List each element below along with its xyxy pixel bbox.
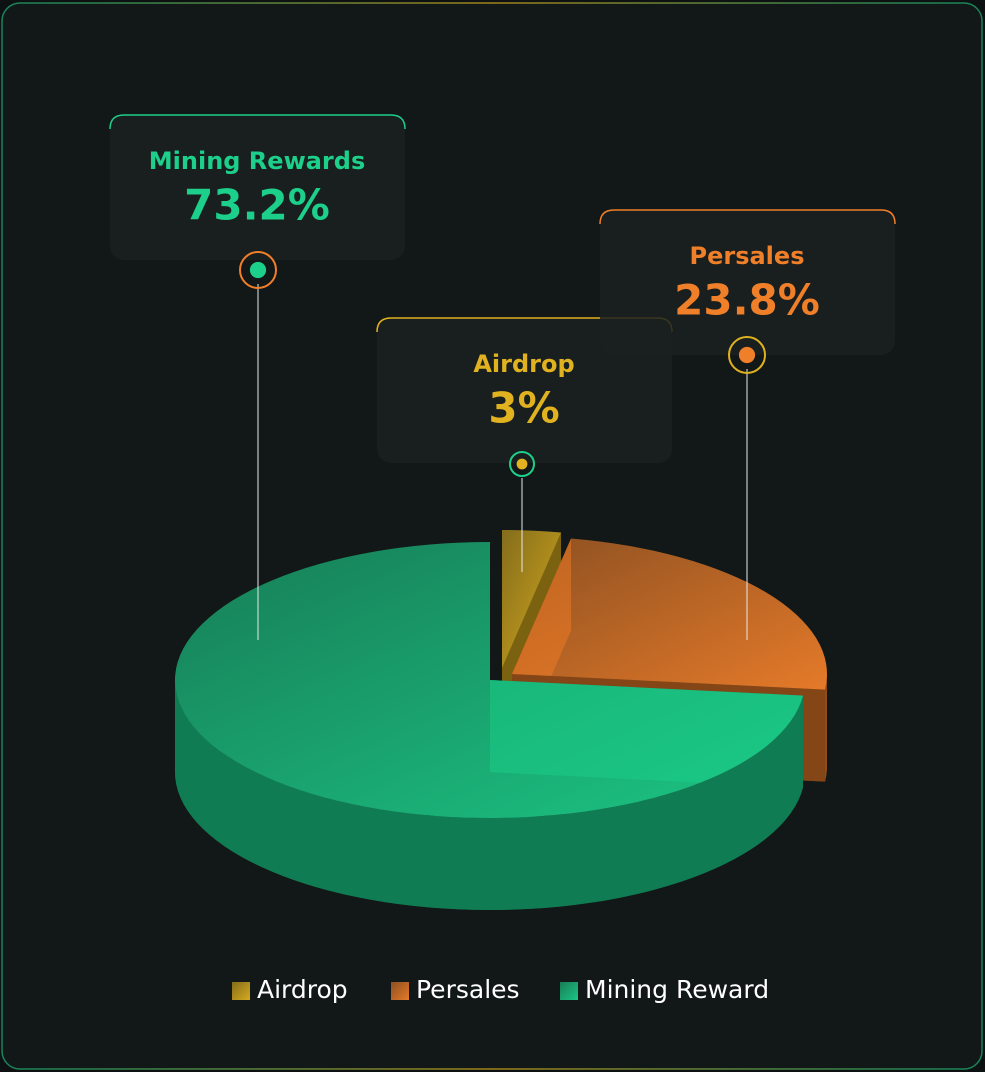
callout-label: Airdrop <box>473 350 574 378</box>
slice-side <box>824 674 828 782</box>
dot-ring <box>239 251 277 289</box>
slice-top <box>512 538 827 690</box>
legend-label: Persales <box>416 975 520 1004</box>
pie <box>174 530 828 910</box>
callout-edge <box>109 114 406 130</box>
callout-box <box>110 115 405 260</box>
dot-ring <box>509 451 535 477</box>
callout-edge <box>599 209 896 225</box>
callout: Airdrop 3% <box>376 317 673 572</box>
dot-ring <box>728 336 766 374</box>
callout-box <box>600 210 895 355</box>
callout-label: Mining Rewards <box>149 147 365 175</box>
slice-shade <box>824 674 828 782</box>
slice-top <box>502 530 562 668</box>
slice-side <box>175 680 803 910</box>
callout-box <box>377 318 672 463</box>
callout: Persales 23.8% <box>599 209 896 640</box>
callout-value: 3% <box>488 384 559 433</box>
callout-value: 23.8% <box>674 276 820 325</box>
legend-swatch <box>232 982 250 1000</box>
dot <box>249 261 267 279</box>
slice-top <box>174 542 803 819</box>
dot <box>516 458 528 470</box>
callout-value: 73.2% <box>184 181 330 230</box>
legend-swatch <box>391 982 409 1000</box>
legend-label: Mining Reward <box>585 975 769 1004</box>
dot <box>738 346 756 364</box>
legend-label: Airdrop <box>257 975 348 1004</box>
legend-swatch <box>560 982 578 1000</box>
slice <box>174 542 803 910</box>
callout: Mining Rewards 73.2% <box>109 114 406 640</box>
legend: Airdrop Persales Mining Reward <box>232 975 769 1004</box>
callouts: Airdrop 3% Persales 23.8% Mining Rewards 73.2… <box>109 114 896 640</box>
slice-shade <box>175 680 803 910</box>
callout-label: Persales <box>690 242 805 270</box>
